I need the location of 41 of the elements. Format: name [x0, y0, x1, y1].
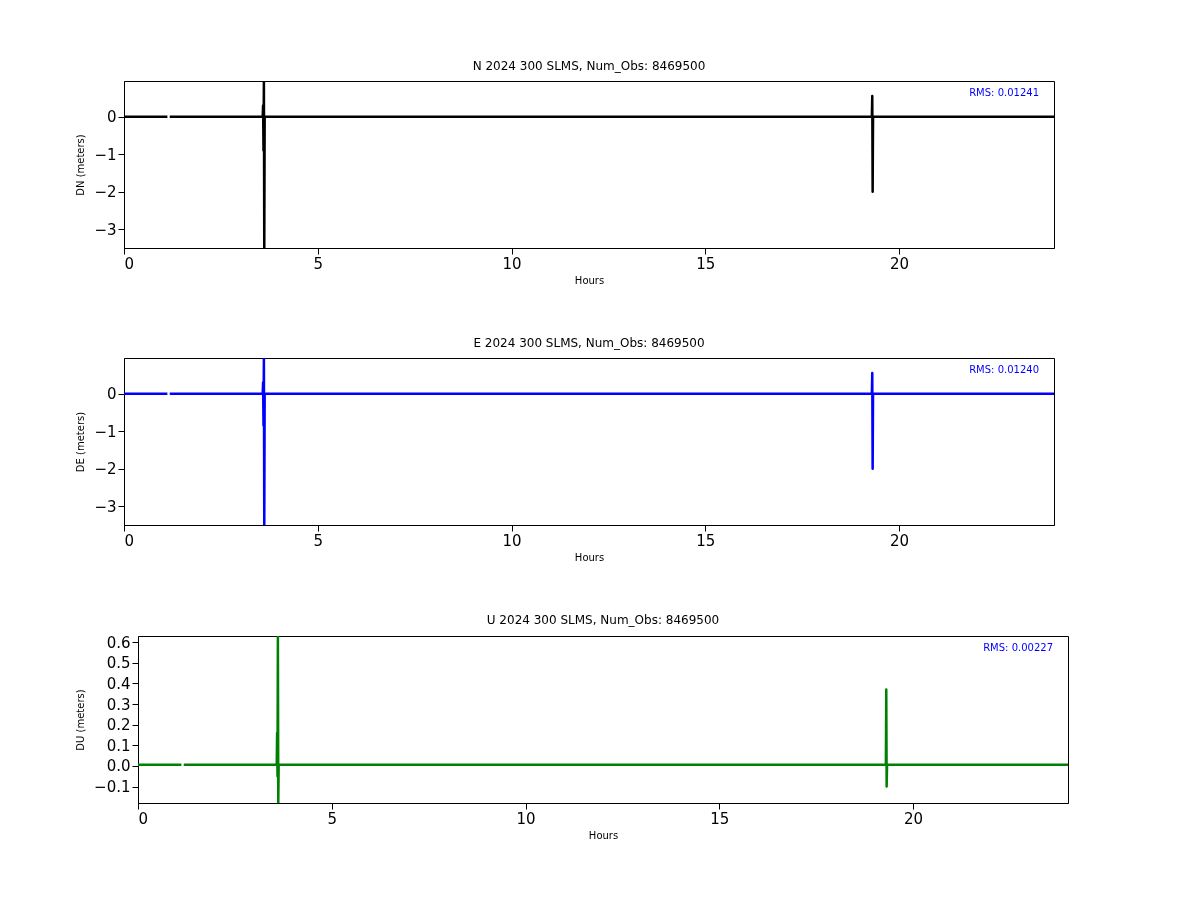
x-tick-label: 15: [696, 531, 716, 550]
x-axis-title: Hours: [588, 829, 619, 841]
y-tick-label: 0: [106, 385, 117, 404]
y-tick-label: 0.2: [106, 716, 131, 735]
x-tick-label: 10: [502, 531, 522, 550]
x-tick-label: 0: [138, 809, 149, 828]
y-tick-label: 0: [106, 108, 117, 127]
y-axis-title: DU (meters): [75, 689, 87, 751]
x-axis-title: Hours: [574, 274, 605, 286]
y-tick-label: 0.0: [106, 757, 131, 776]
y-tick-label: −3: [94, 220, 117, 239]
x-tick-label: 20: [903, 809, 924, 828]
y-tick-label: 0.4: [106, 674, 131, 693]
y-tick-label: −3: [94, 497, 117, 516]
y-tick-label: 0.5: [106, 654, 131, 673]
x-tick-label: 10: [516, 809, 536, 828]
y-tick-label: −1: [94, 145, 117, 164]
annotation: RMS: 0.01241: [969, 87, 1039, 98]
x-tick-label: 15: [696, 254, 716, 273]
x-tick-label: 5: [327, 809, 338, 828]
y-tick-label: 0.3: [106, 695, 131, 714]
y-axis-title: DN (meters): [75, 134, 87, 196]
y-axis-title: DE (meters): [75, 411, 87, 473]
x-tick-label: 5: [313, 531, 324, 550]
x-tick-label: 20: [889, 531, 910, 550]
annotation: RMS: 0.01240: [969, 364, 1039, 375]
x-tick-label: 20: [889, 254, 910, 273]
y-tick-label: 0.1: [106, 736, 131, 755]
annotation: RMS: 0.00227: [983, 642, 1053, 653]
chart-title: U 2024 300 SLMS, Num_Obs: 8469500: [486, 613, 720, 628]
x-tick-label: 10: [502, 254, 522, 273]
chart-title: E 2024 300 SLMS, Num_Obs: 8469500: [473, 336, 705, 350]
y-tick-label: 0.6: [106, 633, 131, 652]
x-tick-label: 5: [313, 254, 324, 273]
chart-title: N 2024 300 SLMS, Num_Obs: 8469500: [472, 59, 706, 73]
y-tick-label: −1: [94, 422, 117, 441]
x-tick-label: 15: [710, 809, 730, 828]
y-tick-label: −2: [94, 460, 117, 479]
y-tick-label: −2: [94, 183, 117, 202]
x-axis-title: Hours: [574, 551, 605, 563]
y-tick-label: −0.1: [94, 778, 131, 797]
